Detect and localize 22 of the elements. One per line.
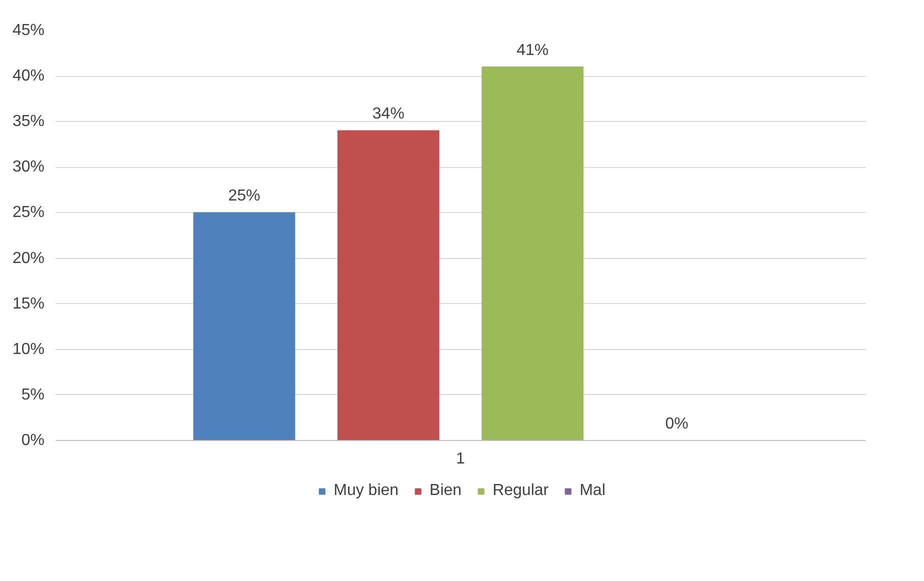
data-label: 34% [372,106,404,123]
y-tick-label: 25% [12,204,45,222]
legend-label: Regular [492,482,549,500]
y-tick-label: 35% [12,113,45,130]
y-tick-label: 30% [12,158,45,176]
legend-label: Bien [430,482,462,500]
y-tick-label: 40% [12,68,45,85]
bar [337,130,440,440]
legend-label: Mal [580,482,606,500]
bar [482,66,584,440]
x-tick-label: 1 [456,450,466,468]
data-label: 0% [665,416,688,432]
bar [193,212,296,440]
y-tick-label: 5% [21,386,44,404]
data-label: 41% [516,42,549,59]
legend-label: Muy bien [334,482,399,500]
y-tick-label: 10% [12,340,45,358]
data-label: 25% [228,188,260,205]
y-tick-label: 45% [12,22,45,39]
y-tick-label: 20% [12,250,45,267]
y-tick-label: 0% [21,432,44,449]
y-tick-label: 15% [12,295,45,312]
